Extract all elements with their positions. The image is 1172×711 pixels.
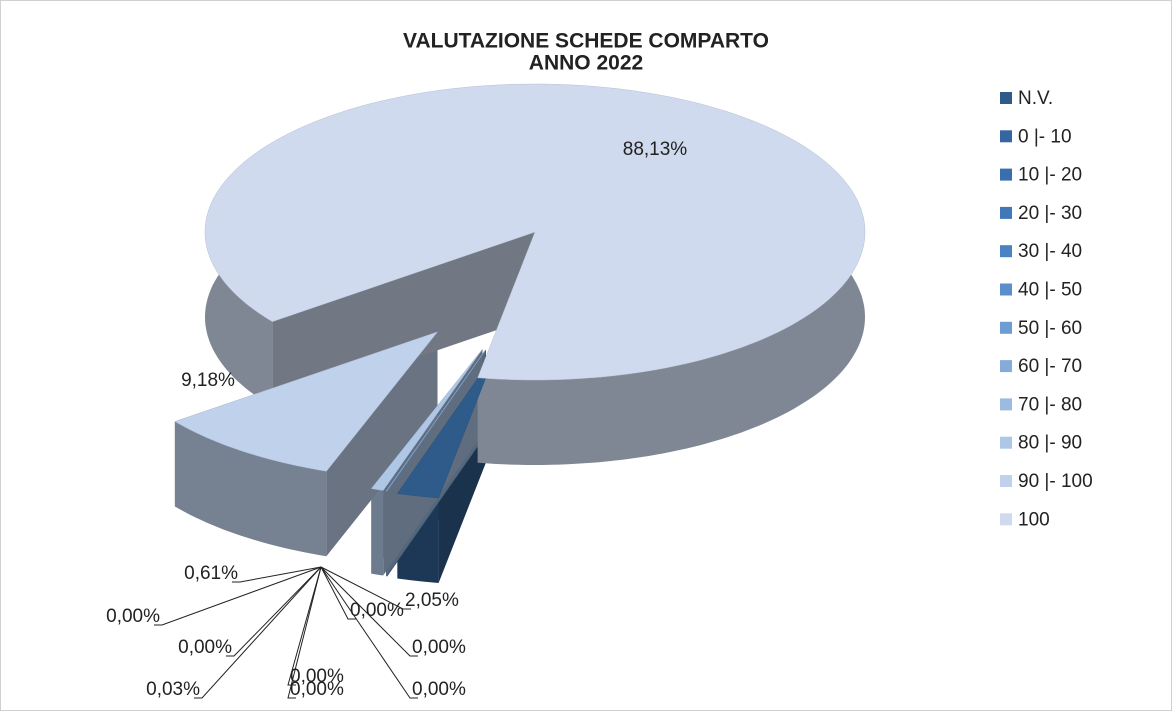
data-label: 0,00%: [178, 637, 232, 658]
data-label: 0,00%: [412, 679, 466, 700]
legend-label: N.V.: [1018, 88, 1053, 109]
legend-label: 30 |- 40: [1018, 241, 1082, 262]
chart-title: ANNO 2022: [529, 52, 643, 75]
legend-swatch: [1000, 206, 1012, 219]
pie-slice: [396, 352, 497, 499]
leader-line: [320, 566, 411, 610]
pie-slice-wall: [272, 232, 535, 407]
pie-slice-side: [174, 421, 327, 557]
legend-swatch: [1000, 360, 1012, 373]
legend-swatch: [1000, 513, 1012, 526]
legend-swatch: [1000, 245, 1012, 258]
pie-tops: [174, 83, 866, 499]
data-label: 0,00%: [350, 600, 404, 621]
legend-swatch: [1000, 475, 1012, 487]
legend-label: 70 |- 80: [1018, 394, 1082, 415]
legend-swatch: [1000, 436, 1012, 449]
leader-line: [320, 566, 418, 657]
legend-label: 90 |- 100: [1018, 471, 1093, 492]
data-label: 0,00%: [290, 679, 344, 700]
legend-label: 50 |- 60: [1018, 318, 1082, 339]
leader-line: [287, 566, 322, 686]
legend-label: 20 |- 30: [1018, 203, 1082, 224]
legend-label: 10 |- 20: [1018, 165, 1082, 186]
leader-line: [287, 566, 322, 699]
leader-line: [226, 566, 322, 657]
pie-slice-side: [371, 488, 384, 576]
pie-slice: [385, 349, 486, 492]
pie-slice: [370, 349, 483, 491]
data-label: 0,03%: [146, 679, 200, 700]
leader-line: [232, 566, 322, 583]
chart-title: VALUTAZIONE SCHEDE COMPARTO: [403, 30, 769, 53]
legend-swatch: [1000, 321, 1012, 334]
data-label: 0,00%: [412, 637, 466, 658]
legend-swatch: [1000, 398, 1012, 411]
legend-swatch: [1000, 168, 1012, 181]
legend-swatch: [1000, 283, 1012, 296]
data-label: 0,00%: [106, 606, 160, 627]
data-label: 0,00%: [290, 666, 344, 687]
legend-label: 0 |- 10: [1018, 126, 1072, 147]
pie-slice: [174, 331, 439, 472]
leader-line: [194, 566, 322, 699]
legend-label: 80 |- 90: [1018, 433, 1082, 454]
legend-swatch: [1000, 92, 1012, 104]
data-label: 9,18%: [181, 370, 235, 391]
legend-label: 60 |- 70: [1018, 356, 1082, 377]
pie-slice: [204, 83, 866, 381]
leader-line: [320, 566, 356, 620]
leader-line: [320, 566, 418, 699]
legend-label: 40 |- 50: [1018, 280, 1082, 301]
legend-label: 100: [1018, 509, 1050, 530]
data-label: 2,05%: [405, 590, 459, 611]
data-label: 0,61%: [184, 563, 238, 584]
leader-line: [154, 566, 322, 626]
data-label: 88,13%: [623, 139, 688, 160]
legend-swatch: [1000, 130, 1012, 143]
